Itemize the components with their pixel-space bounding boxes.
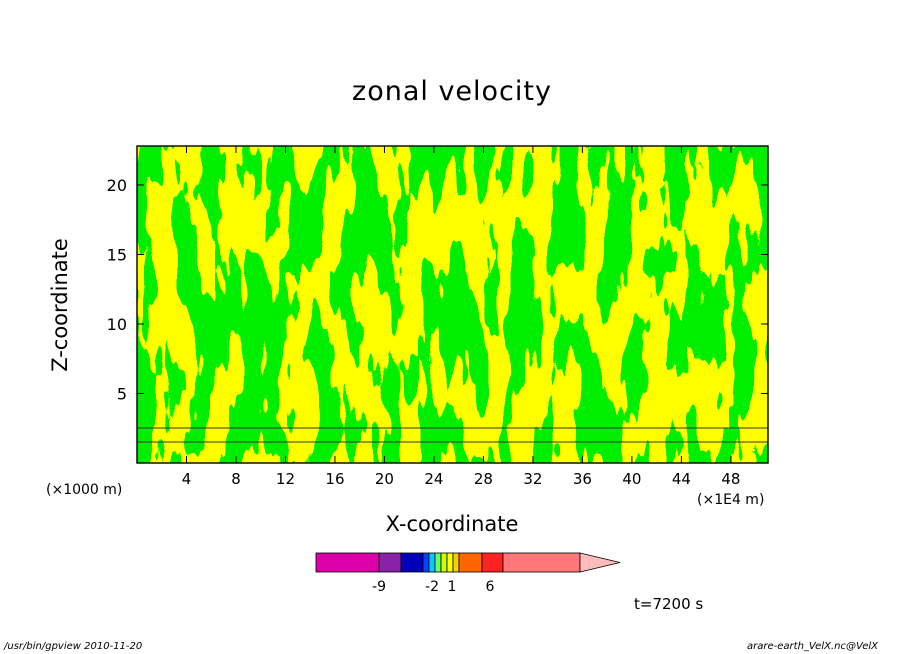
colorbar-segment [428,552,436,573]
y-axis-label: Z-coordinate [48,238,72,372]
x-tick-label: 4 [182,470,192,488]
colorbar: -9 -2 1 6 [315,552,621,595]
colorbar-tick-label: -2 [425,579,439,595]
x-unit-right: (×1E4 m) [697,492,765,508]
colorbar-segment [440,552,448,573]
contour-field [137,146,768,463]
x-tick-label: 44 [672,470,691,488]
x-tick-label: 28 [474,470,493,488]
colorbar-segment [458,552,483,573]
x-tick-label: 16 [325,470,344,488]
x-tick-label: 8 [231,470,241,488]
x-unit-left: (×1000 m) [46,482,123,498]
y-tick-label: 15 [107,245,127,264]
x-tick-label: 32 [523,470,542,488]
colorbar-segment [315,552,380,573]
colorbar-segment [400,552,424,573]
colorbar-segment [422,552,430,573]
chart-title: zonal velocity [352,76,552,107]
colorbar-segment [434,552,442,573]
x-tick-label: 48 [721,470,740,488]
colorbar-arrow [579,552,621,573]
colorbar-segment [378,552,402,573]
colorbar-tick-label: -9 [372,579,386,595]
footer-left: /usr/bin/gpview 2010-11-20 [4,641,143,652]
colorbar-tick-label: 1 [448,579,457,595]
x-tick-label: 36 [573,470,592,488]
x-tick-label: 20 [375,470,394,488]
y-tick-label: 10 [107,315,127,334]
time-annotation: t=7200 s [634,595,704,613]
y-tick-label: 5 [117,384,127,403]
colorbar-tick-label: 6 [486,579,495,595]
x-axis: 4 8 12 16 20 24 28 32 36 40 44 48 [182,146,740,488]
colorbar-segment [446,552,454,573]
x-tick-label: 12 [276,470,295,488]
y-axis: 5 10 15 20 [107,176,768,403]
plot-frame [136,145,769,464]
x-tick-label: 24 [424,470,443,488]
field-contours [137,146,768,463]
colorbar-segment [481,552,504,573]
x-axis-label: X-coordinate [385,512,519,536]
y-tick-label: 20 [107,176,127,195]
colorbar-segment [502,552,581,573]
colorbar-segment [452,552,460,573]
x-tick-label: 40 [622,470,641,488]
footer-right: arare-earth_VelX.nc@VelX [747,641,878,652]
